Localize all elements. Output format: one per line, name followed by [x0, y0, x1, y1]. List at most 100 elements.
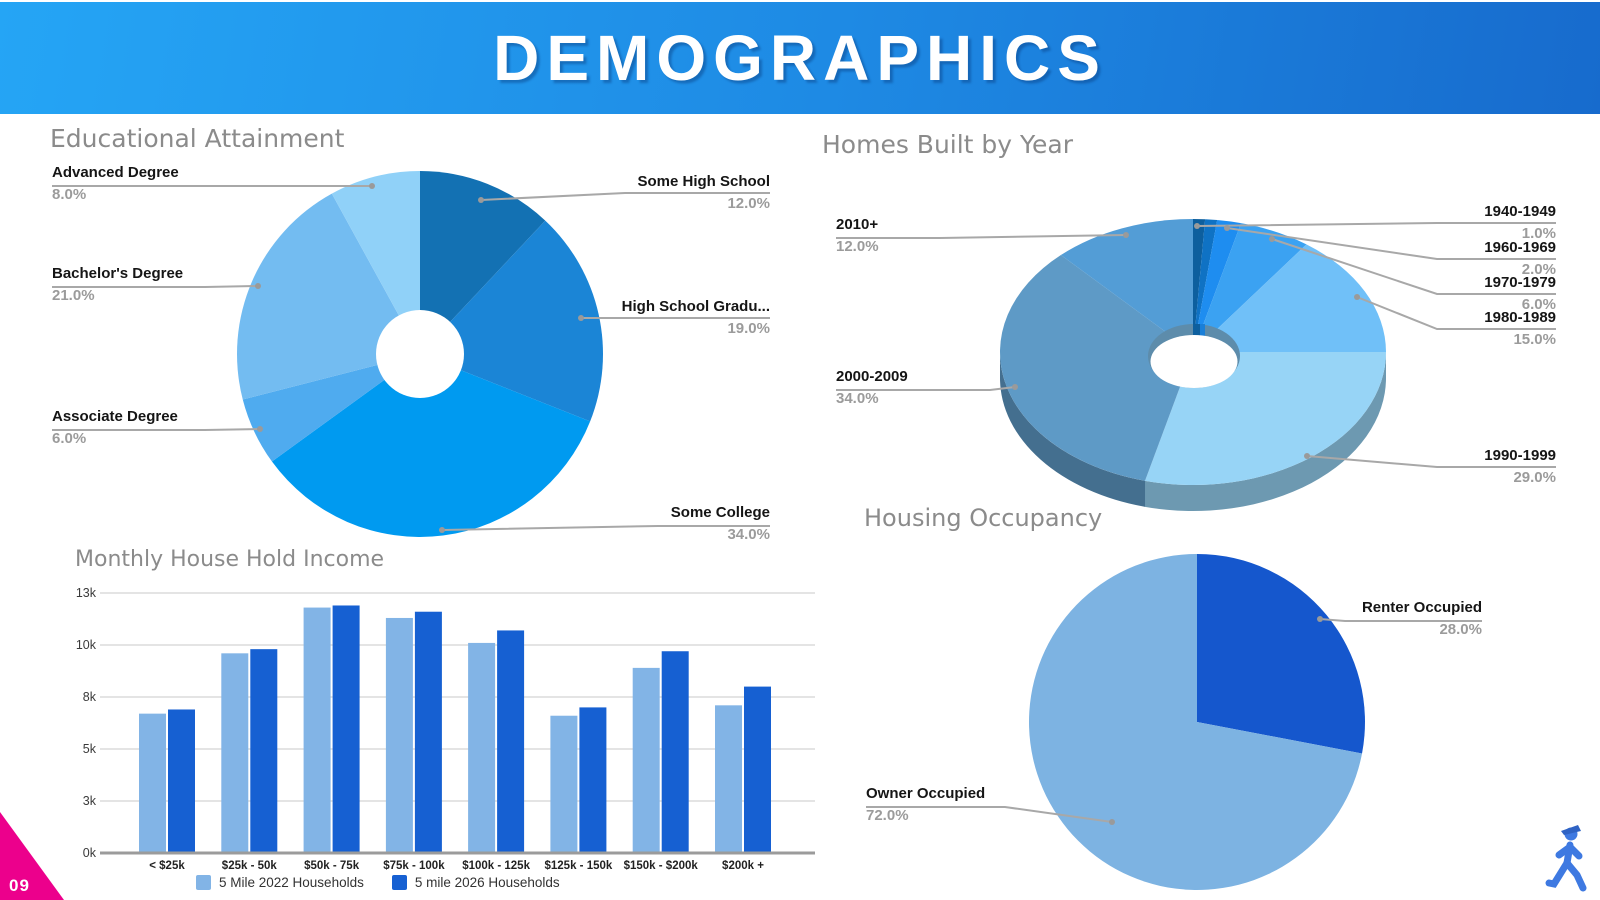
callout-value: 21.0%: [52, 287, 95, 305]
callout-value: 19.0%: [727, 320, 770, 338]
callout-associate-degree: Associate Degree 6.0%: [52, 408, 178, 448]
section-title-income: Monthly House Hold Income: [75, 547, 385, 572]
callout-some-college: Some College 34.0%: [671, 504, 770, 544]
callout-label: 1990-1999: [1484, 447, 1556, 464]
leader-line: [1319, 618, 1482, 622]
bar-2026: [579, 707, 607, 853]
bar-2022: [385, 617, 413, 853]
leader-dot: [478, 197, 484, 203]
x-category-label: $50k - 75k: [304, 860, 360, 872]
bar-2022: [139, 713, 166, 853]
leader-dot: [257, 426, 263, 432]
leader-dot: [1194, 223, 1200, 229]
homes-donut-3d-canvas: [836, 219, 1556, 512]
callout-2000-2009: 2000-2009 34.0%: [836, 368, 908, 408]
pie-slice: [1193, 223, 1307, 352]
bar-2022: [303, 607, 331, 853]
leader-line: [480, 192, 770, 201]
y-tick-label: 3k: [83, 794, 97, 808]
walker-cap: [1561, 825, 1581, 835]
y-tick-label: 8k: [83, 690, 97, 704]
callout-label: 1940-1949: [1484, 203, 1556, 220]
section-title-education: Educational Attainment: [50, 124, 345, 153]
bar-2022: [221, 653, 249, 853]
pie-slice: [331, 171, 420, 354]
leader-line: [866, 806, 1113, 823]
leader-line: [1306, 455, 1556, 468]
callout-value: 15.0%: [1513, 331, 1556, 349]
callout-label: 2010+: [836, 216, 879, 233]
callout-value: 6.0%: [1521, 296, 1556, 314]
legend-item-2026: 5 mile 2026 Households: [391, 875, 560, 890]
section-title-homes: Homes Built by Year: [822, 130, 1073, 159]
walking-person-icon: [1545, 825, 1587, 892]
leader-line: [1356, 296, 1556, 330]
leader-line: [836, 234, 1127, 239]
pie-slice: [242, 354, 420, 462]
homes-built-by-year-chart: Homes Built by Year 1940-1949 1.0% 1960-19…: [800, 118, 1600, 560]
callout-bachelor-s-degree: Bachelor's Degree 21.0%: [52, 265, 183, 305]
callout-value: 12.0%: [836, 238, 879, 256]
bar-2026: [497, 630, 525, 853]
callout-label: Some College: [670, 504, 770, 521]
callout-1970-1979: 1970-1979 6.0%: [1484, 274, 1556, 314]
callout-1980-1989: 1980-1989 15.0%: [1484, 309, 1556, 349]
leader-dot: [1354, 294, 1360, 300]
legend-swatch-2026: [391, 875, 407, 890]
bar-2022: [715, 705, 742, 853]
callout-value: 6.0%: [52, 430, 87, 448]
leader-line: [1196, 222, 1556, 227]
bar-2026: [744, 686, 771, 853]
callout-label: Bachelor's Degree: [52, 265, 184, 282]
callout-label: Associate Degree: [52, 408, 178, 425]
leader-line: [1271, 238, 1556, 295]
pie-slice: [271, 354, 591, 537]
callout-value: 8.0%: [52, 186, 87, 204]
callout-label: High School Gradu...: [621, 298, 770, 315]
educational-attainment-chart: Educational Attainment Advanced Degree 8.…: [0, 118, 800, 550]
legend-item-2022: 5 Mile 2022 Households: [196, 875, 364, 890]
bar-2022: [468, 642, 496, 853]
bar-2022: [632, 667, 660, 853]
x-category-label: < $25k: [149, 860, 185, 872]
bar-2026: [168, 709, 195, 853]
y-tick-label: 0k: [83, 846, 97, 860]
leader-line: [441, 525, 770, 531]
callout-label: 1970-1979: [1484, 274, 1556, 291]
x-category-label: $75k - 100k: [383, 860, 445, 872]
leader-line: [52, 285, 259, 288]
legend-label-2026: 5 mile 2026 Households: [414, 875, 560, 890]
bar-2026: [250, 649, 278, 853]
housing-occupancy-chart: Housing Occupancy Renter Occupied 28.0% Ow…: [820, 460, 1600, 900]
leader-dot: [1012, 384, 1018, 390]
monthly-household-income-chart: Monthly House Hold Income 0k 3k 5k 8k 10k 13k…: [60, 545, 820, 900]
section-title-housing: Housing Occupancy: [864, 504, 1103, 532]
pie-slice: [1000, 255, 1193, 481]
bar-legend: 5 Mile 2022 Households 5 mile 2026 House…: [196, 875, 560, 890]
y-tick-label: 10k: [76, 638, 97, 652]
callout-some-high-school: Some High School 12.0%: [637, 173, 770, 213]
callout-value: 2.0%: [1521, 261, 1556, 279]
pie-slice: [1028, 554, 1363, 890]
bar-2026: [332, 605, 360, 853]
leader-dot: [1123, 232, 1129, 238]
page-title: DEMOGRAPHICS: [493, 22, 1107, 94]
leader-line: [1226, 227, 1556, 260]
callout-value: 34.0%: [836, 390, 879, 408]
callout-label: 2000-2009: [836, 368, 908, 385]
leader-dot: [1269, 236, 1275, 242]
leader-dot: [439, 527, 445, 533]
x-category-label: $200k +: [722, 860, 764, 872]
income-bar-canvas: 0k 3k 5k 8k 10k 13k < $25k $25k - 50k $50k - 75k…: [76, 586, 815, 872]
donut-inner-wall-dark: [1193, 324, 1200, 340]
callout-value: 72.0%: [866, 807, 909, 825]
pie-slice: [1060, 219, 1193, 352]
callout-1940-1949: 1940-1949 1.0%: [1484, 203, 1556, 243]
callout-advanced-degree: Advanced Degree 8.0%: [52, 164, 179, 204]
pie-side: [1145, 352, 1386, 512]
leader-dot: [1224, 225, 1230, 231]
x-category-label: $25k - 50k: [222, 860, 278, 872]
callout-label: 1980-1989: [1484, 309, 1556, 326]
page-number-badge: 09: [0, 812, 64, 900]
callout-label: Some High School: [637, 173, 770, 190]
